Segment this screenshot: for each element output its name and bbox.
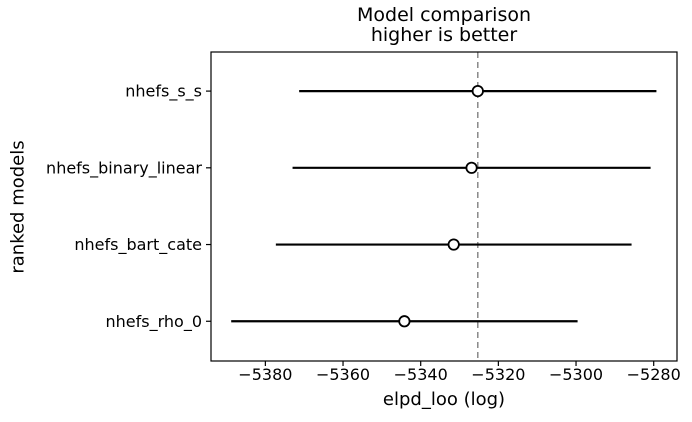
y-axis-label: ranked models bbox=[7, 140, 29, 274]
axes-frame bbox=[210, 51, 678, 362]
elpd-marker-nhefs_binary_linear bbox=[465, 161, 478, 174]
model-label-nhefs_rho_0: nhefs_rho_0 bbox=[106, 312, 203, 332]
chart-title-line1: Model comparison bbox=[356, 4, 532, 26]
elpd-marker-nhefs_bart_cate bbox=[447, 238, 460, 251]
x-tick-label: −5380 bbox=[238, 365, 292, 384]
x-tick-label: −5280 bbox=[627, 365, 681, 384]
model-label-nhefs_binary_linear: nhefs_binary_linear bbox=[46, 158, 202, 178]
elpd-marker-nhefs_s_s bbox=[471, 84, 484, 98]
chart-title-line2: higher is better bbox=[370, 24, 518, 46]
x-tick-label: −5300 bbox=[549, 365, 603, 384]
model-label-nhefs_bart_cate: nhefs_bart_cate bbox=[74, 235, 202, 255]
chart-title: Model comparison higher is better bbox=[211, 5, 677, 45]
model-label-nhefs_s_s: nhefs_s_s bbox=[125, 82, 202, 102]
x-tick-label: −5360 bbox=[316, 365, 370, 384]
x-tick-label: −5340 bbox=[394, 365, 448, 384]
x-axis-label: elpd_loo (log) bbox=[382, 389, 506, 410]
x-tick-label: −5320 bbox=[471, 365, 525, 384]
elpd-marker-nhefs_rho_0 bbox=[398, 315, 411, 328]
